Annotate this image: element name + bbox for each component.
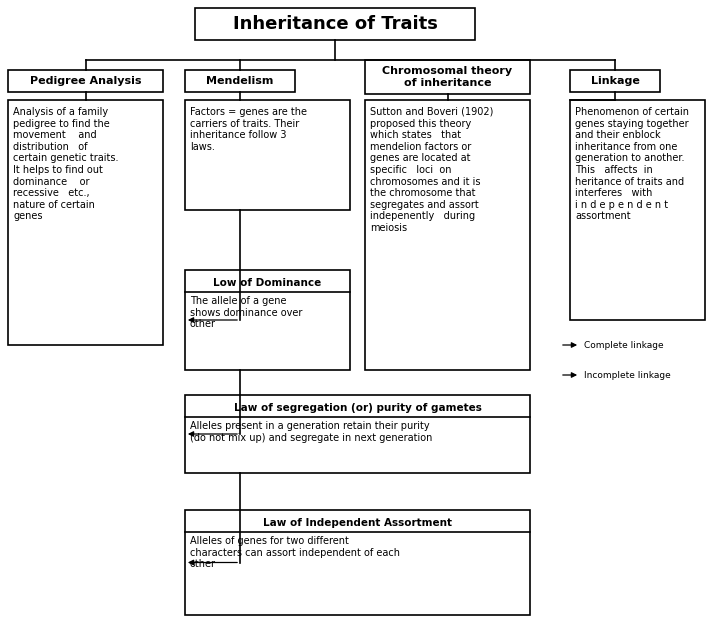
Text: Phenomenon of certain
genes staying together
and their enblock
inheritance from : Phenomenon of certain genes staying toge… — [575, 107, 689, 221]
Bar — [365, 60, 530, 94]
Text: Inheritance of Traits: Inheritance of Traits — [232, 15, 438, 33]
Text: Linkage: Linkage — [591, 76, 639, 86]
Bar — [8, 100, 163, 345]
Text: Low of Dominance: Low of Dominance — [213, 278, 322, 288]
Text: The allele of a gene
shows dominance over
other: The allele of a gene shows dominance ove… — [190, 296, 302, 329]
Text: Complete linkage: Complete linkage — [584, 341, 664, 350]
Bar — [195, 8, 475, 40]
Bar — [570, 70, 660, 92]
Bar — [185, 510, 530, 615]
Text: Incomplete linkage: Incomplete linkage — [584, 370, 671, 379]
Text: Analysis of a family
pedigree to find the
movement    and
distribution   of
cert: Analysis of a family pedigree to find th… — [13, 107, 119, 221]
Text: Chromosomal theory
of inheritance: Chromosomal theory of inheritance — [383, 66, 513, 88]
Text: Law of Independent Assortment: Law of Independent Assortment — [263, 518, 452, 528]
Bar — [185, 270, 350, 370]
Bar — [8, 70, 163, 92]
Bar — [365, 100, 530, 370]
Text: Law of segregation (or) purity of gametes: Law of segregation (or) purity of gamete… — [234, 403, 481, 413]
Text: Alleles of genes for two different
characters can assort independent of each
oth: Alleles of genes for two different chara… — [190, 536, 400, 569]
Bar — [185, 100, 350, 210]
Bar — [570, 100, 705, 320]
Text: Sutton and Boveri (1902)
proposed this theory
which states   that
mendelion fact: Sutton and Boveri (1902) proposed this t… — [370, 107, 493, 233]
Text: Factors = genes are the
carriers of traits. Their
inheritance follow 3
laws.: Factors = genes are the carriers of trai… — [190, 107, 307, 152]
Bar — [185, 395, 530, 473]
Text: Alleles present in a generation retain their purity
(do not mix up) and segregat: Alleles present in a generation retain t… — [190, 421, 433, 442]
Bar — [185, 70, 295, 92]
Text: Pedigree Analysis: Pedigree Analysis — [30, 76, 142, 86]
Text: Mendelism: Mendelism — [207, 76, 274, 86]
